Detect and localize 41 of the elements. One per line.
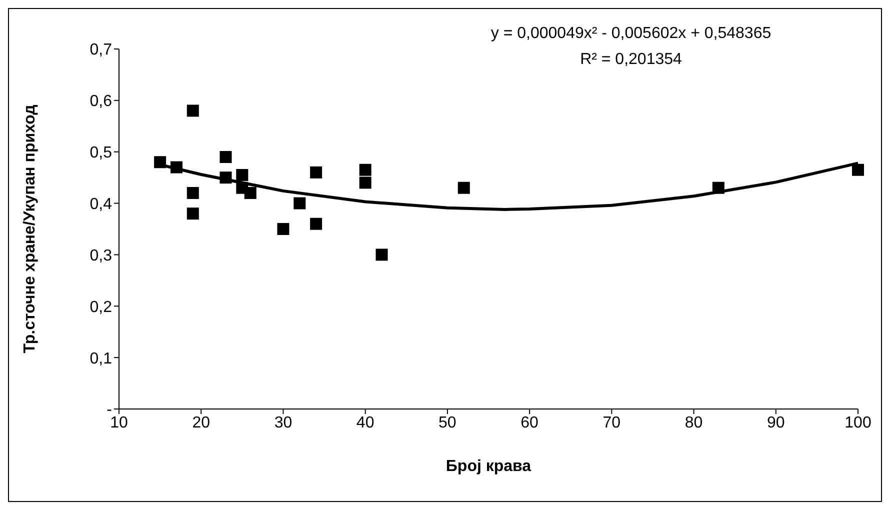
point (154, 156, 166, 168)
x-tick-label: 20 (192, 414, 210, 432)
x-tick-label: 100 (844, 414, 872, 432)
x-tick-label: 80 (684, 414, 703, 432)
x-tick-label: 30 (274, 414, 292, 432)
point (170, 161, 182, 174)
point (186, 208, 199, 220)
point (244, 187, 256, 199)
x-tick-label: 10 (110, 414, 128, 432)
point (712, 182, 724, 194)
y-tick-label: 0,6 (90, 93, 112, 110)
point (186, 104, 199, 117)
y-tick-label: 0,5 (90, 144, 112, 162)
y-tick-label: 0,7 (90, 42, 112, 59)
y-tick-label: 0,3 (90, 247, 112, 264)
point (359, 164, 372, 176)
x-tick-label: 90 (766, 414, 785, 432)
point (220, 172, 232, 184)
y-tick-label: 0,2 (90, 298, 112, 316)
annotation: R² = 0,201354 (579, 50, 683, 70)
point (458, 182, 470, 194)
x-tick-label: 60 (520, 414, 539, 432)
y-tick-label: 0,1 (90, 350, 112, 368)
x-tick-label: 40 (356, 414, 374, 432)
point (277, 223, 290, 235)
y-axis-title: Тр.сточне хране/Укупан приход (22, 104, 39, 354)
x-axis-title: Број крава (446, 458, 532, 475)
point (310, 166, 322, 178)
point (220, 151, 232, 163)
point (359, 176, 372, 189)
x-tick-label: 70 (602, 414, 621, 432)
x-tick-label: 50 (438, 414, 456, 432)
point (294, 197, 306, 210)
y-tick-label: - (106, 402, 112, 419)
point (376, 248, 388, 261)
point (236, 169, 248, 181)
point (186, 187, 199, 199)
y-tick-label: 0,4 (90, 196, 112, 213)
point (852, 164, 864, 176)
point (310, 218, 322, 230)
text: y = 0,000049x² - 0,005602x + 0,548365 (490, 24, 772, 44)
